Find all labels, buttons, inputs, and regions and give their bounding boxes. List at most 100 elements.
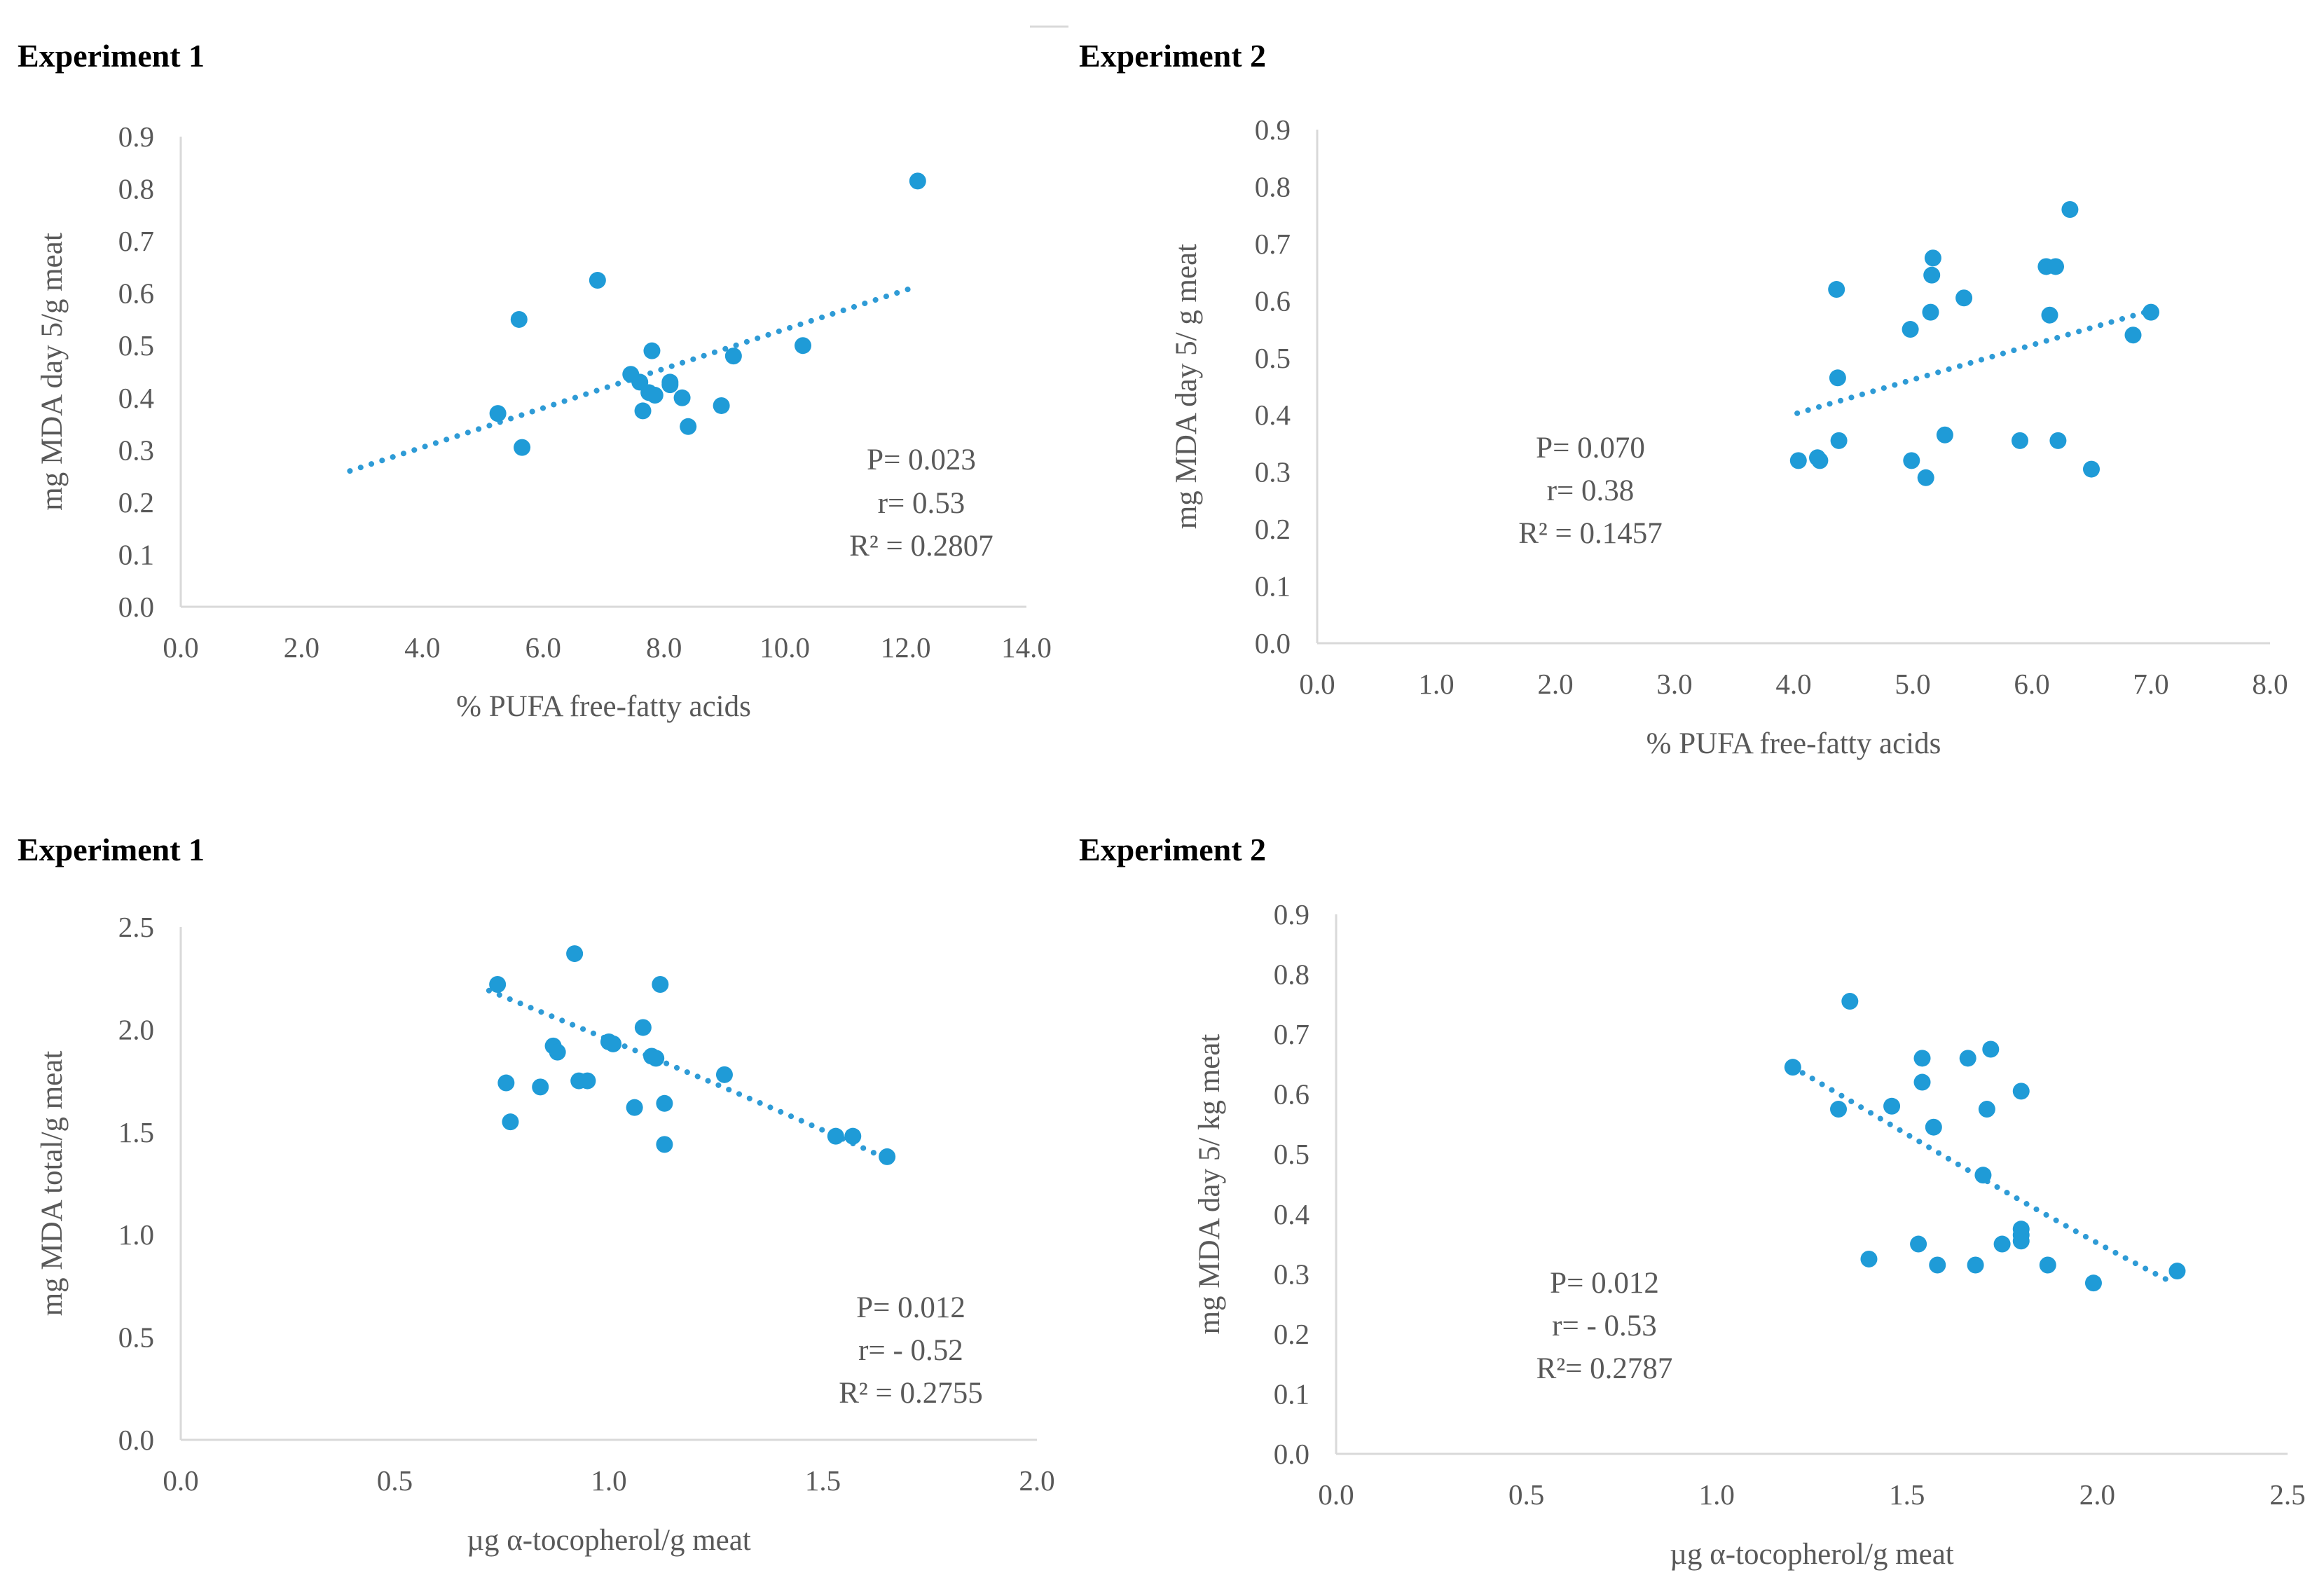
x-tick-label: 1.5 xyxy=(805,1464,841,1497)
y-tick-label: 0.0 xyxy=(1274,1438,1309,1470)
x-tick-label: 0.0 xyxy=(163,1464,198,1497)
data-point xyxy=(713,397,730,414)
x-tick-label: 0.0 xyxy=(163,631,198,664)
data-point xyxy=(2039,1256,2056,1274)
y-axis-title: mg MDA day 5/ g meat xyxy=(1170,244,1203,529)
data-point xyxy=(1913,1073,1931,1091)
trend-line xyxy=(1789,1064,2176,1286)
y-tick-label: 0.4 xyxy=(1255,399,1291,431)
y-tick-label: 0.3 xyxy=(1274,1258,1309,1290)
data-point xyxy=(1830,1101,1848,1118)
x-axis-title: µg α-tocopherol/g meat xyxy=(1670,1538,1954,1571)
data-point xyxy=(1925,1118,1942,1136)
y-tick-label: 0.4 xyxy=(118,382,154,414)
data-point xyxy=(715,1066,733,1083)
data-point xyxy=(2168,1263,2186,1280)
y-tick-label: 0.7 xyxy=(1274,1018,1309,1050)
data-point xyxy=(879,1148,896,1165)
x-tick-label: 1.0 xyxy=(591,1464,626,1497)
data-point xyxy=(1982,1040,2000,1058)
y-tick-label: 0.5 xyxy=(1274,1138,1309,1170)
x-tick-label: 10.0 xyxy=(759,631,810,664)
data-point xyxy=(1841,993,1859,1010)
chart-panel-exp2-tocopherol: Experiment 2 P= 0.012 r= - 0.53 R²= 0.27… xyxy=(1079,832,2306,1571)
x-axis-title: µg α-tocopherol/g meat xyxy=(467,1524,751,1557)
y-tick-label: 0.1 xyxy=(118,538,154,570)
x-tick-label: 6.0 xyxy=(2014,668,2049,700)
data-point xyxy=(510,310,528,328)
y-tick-label: 0.8 xyxy=(1274,959,1309,991)
y-tick-label: 0.8 xyxy=(118,173,154,205)
x-tick-label: 2.0 xyxy=(1537,668,1573,700)
y-tick-label: 1.5 xyxy=(118,1116,154,1148)
x-tick-label: 7.0 xyxy=(2133,668,2168,700)
data-point xyxy=(2012,1232,2030,1250)
data-point xyxy=(2083,460,2100,478)
data-point xyxy=(2084,1274,2102,1292)
data-point xyxy=(724,348,742,365)
data-point xyxy=(2143,303,2159,321)
y-tick-label: 0.0 xyxy=(1255,627,1291,659)
data-point xyxy=(795,337,812,355)
data-point xyxy=(656,1094,673,1112)
y-tick-label: 0.7 xyxy=(1255,228,1291,260)
y-tick-label: 2.5 xyxy=(118,911,154,943)
data-point xyxy=(1828,281,1845,298)
x-tick-label: 14.0 xyxy=(1001,631,1052,664)
data-point xyxy=(1811,452,1829,469)
data-point xyxy=(2041,306,2058,324)
data-point xyxy=(502,1113,519,1131)
chart-panel-exp1-pufa: Experiment 1 P= 0.023 r= 0.53 R² = 0.280… xyxy=(18,38,1052,723)
y-tick-label: 0.9 xyxy=(1274,898,1309,930)
data-point xyxy=(2124,327,2142,344)
x-tick-label: 5.0 xyxy=(1895,668,1930,700)
y-tick-label: 2.0 xyxy=(118,1013,154,1045)
x-tick-label: 4.0 xyxy=(404,631,440,664)
data-point xyxy=(1789,452,1807,469)
data-point xyxy=(532,1078,549,1096)
data-point xyxy=(634,402,652,420)
data-point xyxy=(1910,1235,1927,1253)
x-axis-title: % PUFA free-fatty acids xyxy=(1646,727,1941,760)
stats-annotation: P= 0.012 r= - 0.52 R² = 0.2755 xyxy=(839,1291,983,1410)
y-tick-label: 0.5 xyxy=(1255,342,1291,374)
data-point xyxy=(1917,469,1934,486)
data-point xyxy=(1955,289,1973,307)
y-tick-label: 0.0 xyxy=(118,591,154,623)
data-point xyxy=(549,1043,566,1061)
data-point xyxy=(680,418,697,435)
data-point xyxy=(626,1099,643,1116)
y-tick-label: 1.0 xyxy=(118,1218,154,1251)
data-point xyxy=(1922,303,1939,321)
y-tick-label: 0.9 xyxy=(118,121,154,153)
data-point xyxy=(1784,1059,1801,1076)
data-point xyxy=(844,1127,862,1145)
x-tick-label: 12.0 xyxy=(881,631,931,664)
data-point xyxy=(2061,201,2079,219)
stat-r-squared: R² = 0.2807 xyxy=(849,530,993,563)
data-point xyxy=(1923,266,1941,284)
stat-p-value: P= 0.023 xyxy=(867,444,976,476)
x-tick-label: 6.0 xyxy=(525,631,561,664)
x-axis-title: % PUFA free-fatty acids xyxy=(456,690,751,723)
data-point xyxy=(1902,321,1919,338)
y-tick-label: 0.7 xyxy=(118,225,154,257)
y-axis-title: mg MDA day 5/ kg meat xyxy=(1193,1034,1226,1335)
data-point xyxy=(1959,1050,1976,1067)
data-point xyxy=(2049,432,2067,449)
stats-annotation: P= 0.012 r= - 0.53 R²= 0.2787 xyxy=(1536,1267,1673,1385)
data-point xyxy=(656,1136,673,1153)
data-point xyxy=(634,1019,652,1036)
x-tick-label: 0.5 xyxy=(1508,1478,1544,1511)
stat-r-value: r= - 0.53 xyxy=(1552,1310,1657,1342)
data-point xyxy=(605,1035,622,1052)
stat-p-value: P= 0.012 xyxy=(1550,1267,1659,1300)
data-point xyxy=(643,342,661,359)
y-tick-label: 0.9 xyxy=(1255,114,1291,146)
data-point xyxy=(1924,249,1941,267)
x-tick-label: 2.0 xyxy=(284,631,319,664)
data-point xyxy=(566,945,584,963)
y-tick-label: 0.8 xyxy=(1255,170,1291,202)
data-point xyxy=(646,387,663,404)
